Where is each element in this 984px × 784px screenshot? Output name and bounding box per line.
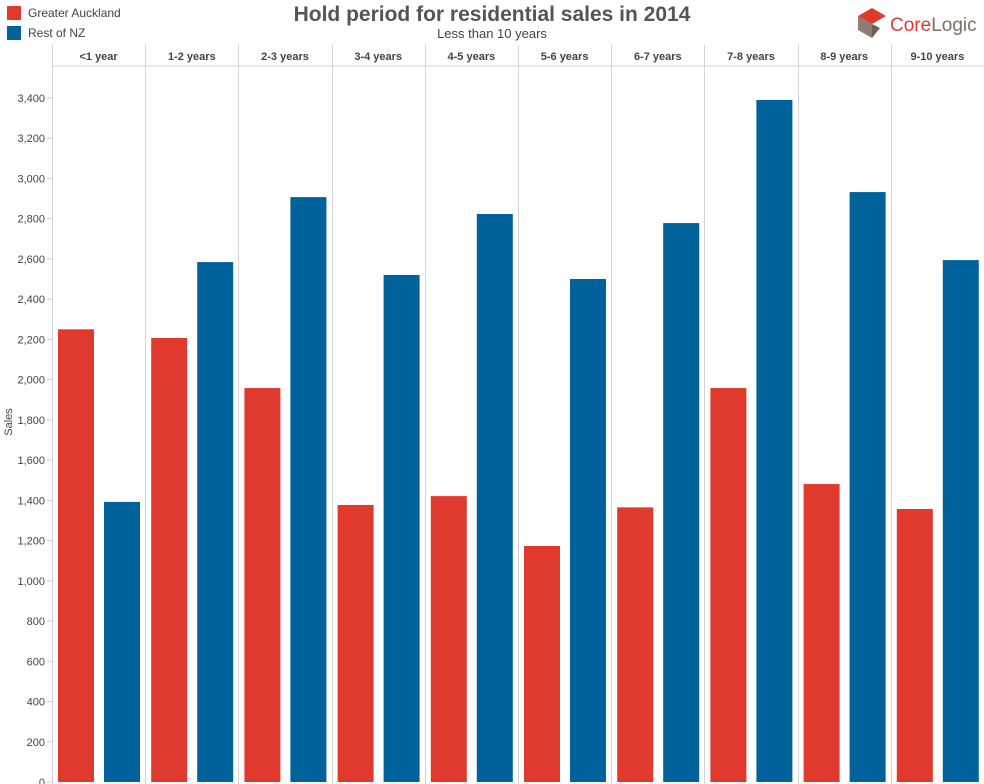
bar-rest-of-nz	[849, 192, 886, 782]
legend-item-rest-of-nz[interactable]: Rest of NZ	[7, 26, 85, 40]
chart-title: Hold period for residential sales in 201…	[293, 3, 691, 26]
category-label: 1-2 years	[168, 51, 216, 63]
y-tick-label: 1,000	[17, 576, 45, 588]
category-label: 4-5 years	[448, 51, 496, 63]
category-label: 9-10 years	[910, 51, 964, 63]
category-label: 5-6 years	[541, 51, 589, 63]
bar-greater-auckland	[710, 388, 747, 782]
y-tick-label: 0	[39, 777, 45, 784]
y-tick-label: 1,800	[17, 415, 45, 427]
bar-greater-auckland	[337, 504, 374, 782]
y-tick-label: 1,600	[17, 455, 45, 467]
bar-greater-auckland	[803, 484, 840, 782]
category-label: 8-9 years	[820, 51, 868, 63]
logo-text-core: Core	[890, 15, 932, 36]
y-tick-label: 3,000	[17, 173, 45, 185]
bar-rest-of-nz	[570, 279, 606, 782]
category-label: <1 year	[79, 51, 118, 63]
bar-rest-of-nz	[290, 197, 327, 783]
logo-text-logic: Logic	[931, 15, 977, 36]
bar-rest-of-nz	[663, 223, 700, 782]
bar-rest-of-nz	[476, 214, 513, 783]
legend-label: Rest of NZ	[28, 26, 86, 40]
bar-greater-auckland	[617, 507, 654, 782]
y-tick-label: 1,200	[17, 536, 45, 548]
y-tick-label: 1,400	[17, 495, 45, 507]
bar-greater-auckland	[430, 496, 467, 782]
y-tick-label: 3,400	[17, 93, 45, 105]
legend-label: Greater Auckland	[28, 6, 121, 20]
bar-rest-of-nz	[383, 274, 420, 782]
y-tick-label: 600	[27, 656, 45, 668]
category-label: 6-7 years	[634, 51, 682, 63]
bar-greater-auckland	[896, 508, 933, 782]
y-tick-label: 2,200	[17, 334, 45, 346]
y-tick-label: 2,600	[17, 254, 45, 266]
bar-greater-auckland	[244, 388, 281, 782]
corelogic-logo-icon	[858, 8, 886, 38]
bar-rest-of-nz	[756, 99, 793, 782]
bar-greater-auckland	[151, 337, 188, 782]
y-tick-label: 2,400	[17, 294, 45, 306]
y-tick-label: 200	[27, 737, 45, 749]
bar-rest-of-nz	[104, 501, 140, 782]
legend-item-greater-auckland[interactable]: Greater Auckland	[7, 6, 121, 20]
bar-rest-of-nz	[197, 262, 234, 782]
category-label: 3-4 years	[354, 51, 402, 63]
corelogic-logo: CoreLogic	[858, 8, 977, 38]
y-tick-label: 2,000	[17, 375, 45, 387]
y-axis-label: Sales	[3, 408, 15, 436]
y-tick-label: 800	[27, 616, 45, 628]
y-tick-label: 2,800	[17, 214, 45, 226]
category-label: 7-8 years	[727, 51, 775, 63]
bar-greater-auckland	[524, 545, 560, 782]
chart-subtitle: Less than 10 years	[437, 26, 547, 41]
legend-swatch-red	[7, 6, 21, 20]
category-label: 2-3 years	[261, 51, 309, 63]
legend-swatch-blue	[7, 26, 21, 40]
y-tick-label: 3,200	[17, 133, 45, 145]
bar-greater-auckland	[58, 329, 94, 782]
bar-rest-of-nz	[942, 260, 979, 783]
y-tick-label: 400	[27, 697, 45, 709]
